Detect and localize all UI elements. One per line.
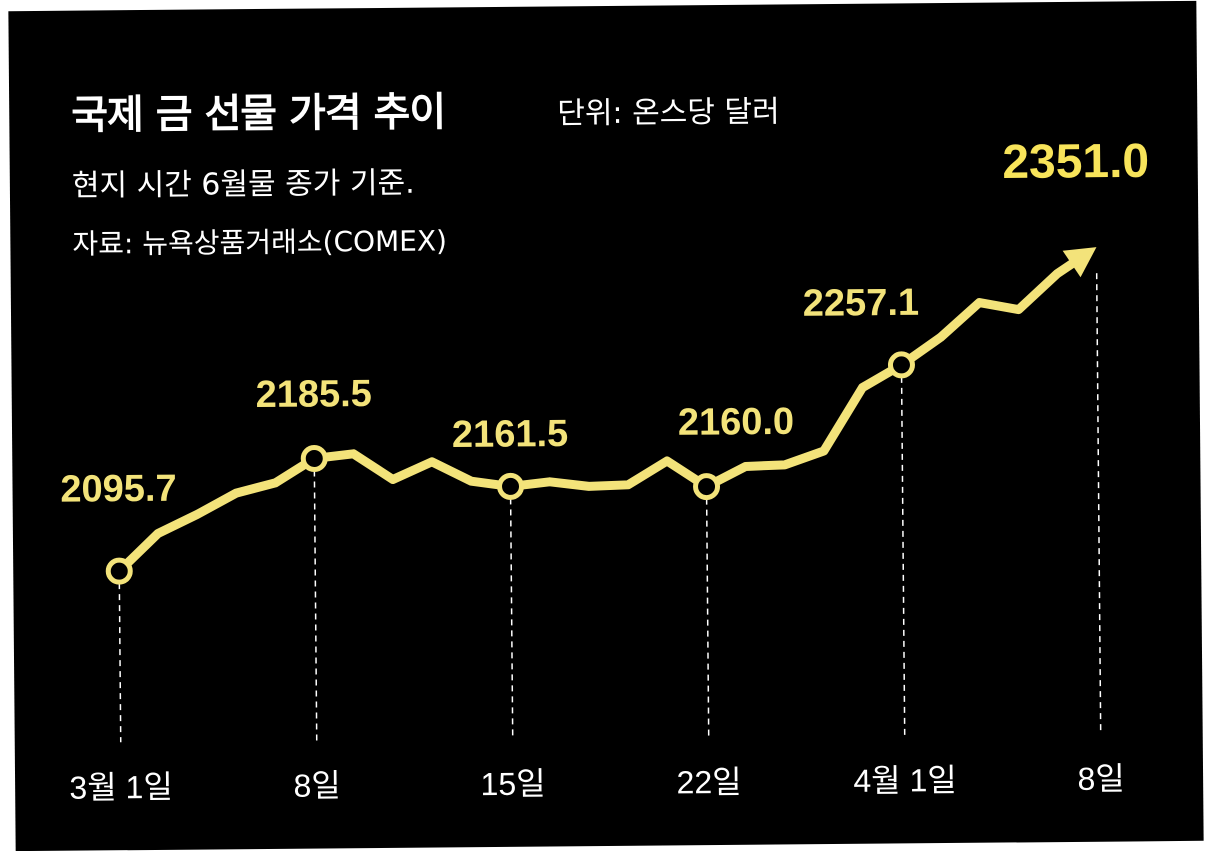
x-tick-label: 8일: [293, 767, 341, 803]
guide-line: [313, 470, 318, 741]
x-tick-label: 15일: [480, 766, 545, 803]
data-point-marker: [693, 473, 721, 501]
x-tick-label: 22일: [676, 764, 741, 801]
data-label: 2351.0: [1002, 135, 1149, 189]
data-label: 2185.5: [255, 373, 372, 416]
x-tick-label: 3월 1일: [69, 769, 173, 806]
data-label: 2160.0: [678, 401, 795, 444]
data-label: 2095.7: [60, 468, 177, 511]
data-point-marker: [105, 557, 133, 585]
line-chart: 2095.7 2185.5 2161.5 2160.0 2257.1 2351.0 3월 1…: [60, 135, 1149, 806]
data-point-marker: [497, 472, 525, 500]
guide-line: [900, 376, 906, 736]
guide-line: [509, 498, 514, 739]
arrow-head: [1062, 247, 1097, 278]
chart-panel: 국제 금 선물 가격 추이 단위: 온스당 달러 현지 시간 6월물 종가 기준…: [8, 0, 1204, 851]
guide-line: [118, 583, 122, 743]
data-point-marker: [300, 444, 328, 472]
x-tick-label: 4월 1일: [853, 762, 957, 799]
guide-line: [705, 498, 710, 738]
data-label: 2161.5: [452, 413, 569, 456]
guide-line: [1095, 273, 1102, 734]
x-tick-label: 8일: [1077, 760, 1125, 796]
series-line: [114, 254, 1084, 576]
data-point-marker: [887, 351, 915, 379]
data-label: 2257.1: [803, 282, 920, 325]
